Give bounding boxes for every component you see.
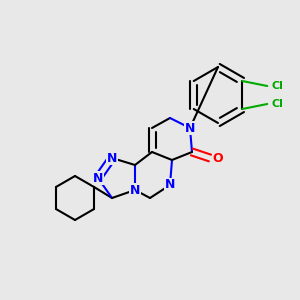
Text: Cl: Cl (271, 99, 283, 109)
Text: Cl: Cl (271, 81, 283, 91)
Text: N: N (185, 122, 195, 134)
Text: O: O (213, 152, 223, 164)
Text: N: N (165, 178, 175, 191)
Text: N: N (93, 172, 103, 184)
Text: N: N (130, 184, 140, 196)
Text: N: N (107, 152, 117, 164)
